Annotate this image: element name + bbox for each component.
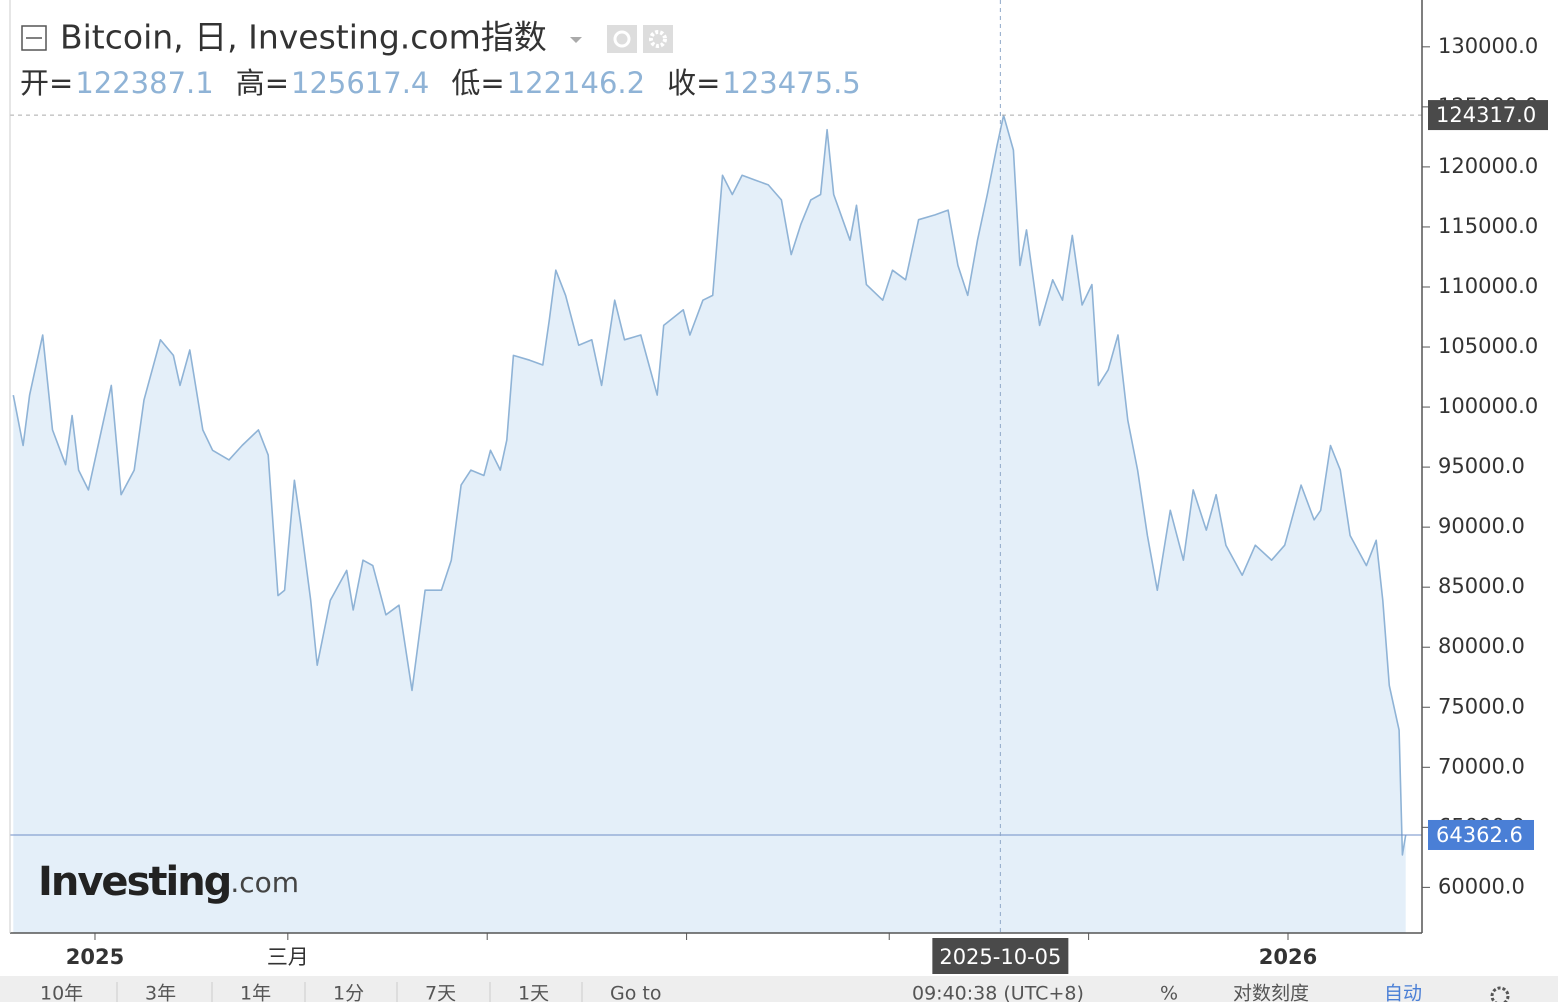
logo-main: Investing [38,859,230,905]
chart-title: Bitcoin, 日, Investing.com指数 [60,18,547,57]
y-tick-label: 60000.0 [1438,874,1525,898]
toolbar-button[interactable]: 10年 [40,983,83,1002]
toolbar: 10年 3年 1年 1分 7天 1天 Go to 09:40:38 (UTC+8)% 对数刻度 自… [0,976,1558,1002]
area [13,115,1406,934]
toolbar-settings[interactable] [1490,986,1510,1002]
y-tick-label: 90000.0 [1438,514,1525,538]
logo: Investing.com [38,859,299,905]
crosshair-x-box [932,938,1069,974]
y-tick-label: 75000.0 [1438,694,1525,718]
toolbar-button[interactable]: 09:40:38 (UTC+8) [912,983,1084,1002]
y-tick-label: 120000.0 [1438,154,1538,178]
eye-icon-pupil [613,30,631,48]
logo-suffix: .com [230,866,299,899]
x-tick-label: 2026 [1259,945,1317,969]
last-price-label: 64362.6 [1436,823,1523,847]
last-price-box [1428,819,1534,850]
collapse-icon[interactable] [21,25,47,51]
x-tick-label: 三月 [267,945,309,969]
toolbar-button[interactable]: 对数刻度 [1233,983,1309,1002]
toolbar-bg [0,976,1558,1002]
y-tick-label: 130000.0 [1438,34,1538,58]
y-tick-label: 110000.0 [1438,274,1538,298]
toolbar-button[interactable]: % [1160,983,1178,1002]
dropdown-icon[interactable] [570,37,582,43]
ohlc-label: 开= [20,66,73,100]
ohlc-value: 122146.2 [507,66,645,100]
ohlc-value: 123475.5 [722,66,860,100]
crosshair-y-box [1428,100,1548,131]
line [12,114,1407,856]
x-tick-label: 2025 [66,945,124,969]
crosshair-y-label: 124317.0 [1436,103,1536,127]
y-tick-label: 80000.0 [1438,634,1525,658]
plot: 60000.065000.070000.075000.080000.085000… [9,0,1548,974]
y-tick-label: 70000.0 [1438,754,1525,778]
settings-icon-gear [649,30,667,48]
y-tick-label: 95000.0 [1438,454,1525,478]
ohlc-label: 低= [451,66,504,100]
settings-icon[interactable] [643,25,673,53]
y-tick-label: 85000.0 [1438,574,1525,598]
ohlc-value: 125617.4 [291,66,429,100]
toolbar-button[interactable]: Go to [610,983,661,1002]
toolbar-button[interactable]: 自动 [1384,983,1422,1002]
ohlc: 开= 122387.1 高= 125617.4 低= 122146.2 收= 123475.5 [20,66,861,100]
ohlc-label: 收= [667,66,720,100]
toolbar-button[interactable]: 7天 [425,983,456,1002]
ohlc-value: 122387.1 [75,66,213,100]
y-tick-label: 105000.0 [1438,334,1538,358]
eye-icon[interactable] [607,25,637,53]
ohlc-label: 高= [236,66,289,100]
y-tick-label: 100000.0 [1438,394,1538,418]
toolbar-button[interactable]: 1天 [518,983,549,1002]
toolbar-button[interactable]: 1年 [240,983,271,1002]
toolbar-button[interactable]: 1分 [333,983,364,1002]
crosshair-x-label: 2025-10-05 [939,945,1061,969]
y-tick-label: 115000.0 [1438,214,1538,238]
toolbar-button[interactable]: 3年 [145,983,176,1002]
